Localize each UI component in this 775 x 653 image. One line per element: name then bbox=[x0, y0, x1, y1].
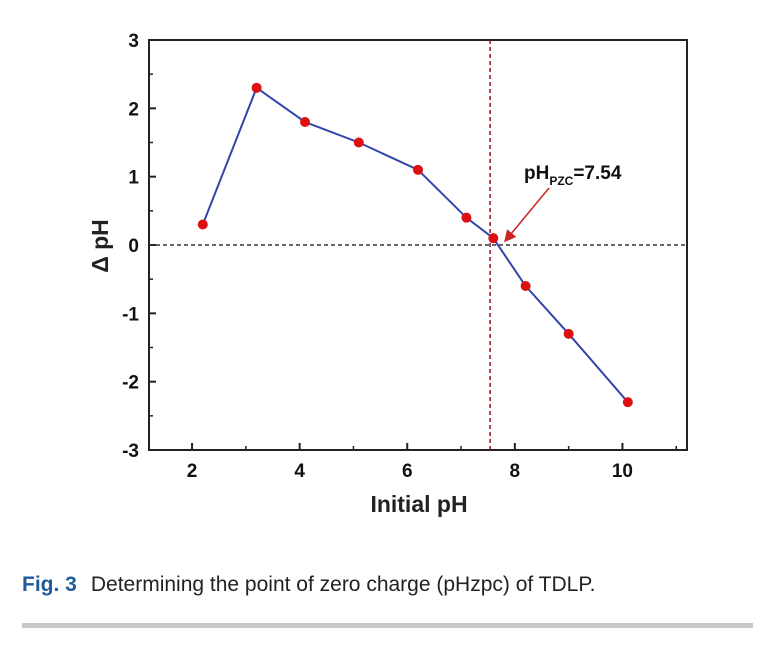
y-axis-title: Δ pH bbox=[87, 219, 113, 273]
y-tick-label: -3 bbox=[122, 441, 139, 462]
reference-lines bbox=[149, 40, 687, 450]
annotation-main: pH bbox=[524, 163, 549, 184]
figure-label: Fig. 3 bbox=[22, 573, 77, 596]
annotation-subscript: PZC bbox=[549, 174, 573, 188]
annotation-label: pHPZC=7.54 bbox=[524, 163, 622, 188]
x-tick-label: 8 bbox=[510, 461, 521, 482]
data-point bbox=[520, 281, 531, 291]
data-series bbox=[197, 82, 633, 408]
annotation-suffix: =7.54 bbox=[573, 163, 622, 184]
data-point bbox=[300, 117, 311, 127]
x-tick-label: 2 bbox=[187, 461, 198, 482]
data-point bbox=[353, 137, 364, 148]
x-tick-label: 10 bbox=[612, 461, 633, 482]
x-tick-label: 6 bbox=[402, 461, 413, 482]
x-axis-title: Initial pH bbox=[370, 491, 467, 517]
data-point bbox=[413, 164, 423, 175]
figure-caption: Fig. 3 Determining the point of zero char… bbox=[22, 573, 762, 597]
data-point bbox=[488, 233, 499, 244]
data-point bbox=[461, 212, 472, 223]
y-tick-label: 0 bbox=[128, 236, 139, 257]
data-point bbox=[251, 82, 262, 93]
data-point bbox=[622, 397, 633, 408]
annotation-arrow bbox=[504, 187, 550, 243]
y-tick-label: 3 bbox=[128, 31, 139, 52]
x-tick-label: 4 bbox=[294, 461, 305, 482]
y-tick-label: 2 bbox=[128, 99, 139, 120]
y-tick-label: -1 bbox=[122, 304, 139, 325]
series-line bbox=[201, 86, 629, 403]
divider bbox=[22, 623, 753, 628]
y-tick-label: 1 bbox=[128, 168, 139, 189]
caption-text: Determining the point of zero charge (pH… bbox=[90, 573, 596, 596]
y-tick-label: -2 bbox=[122, 373, 139, 394]
annotation: pHPZC=7.54 bbox=[504, 163, 622, 243]
data-point bbox=[197, 219, 208, 230]
data-point bbox=[563, 328, 574, 339]
